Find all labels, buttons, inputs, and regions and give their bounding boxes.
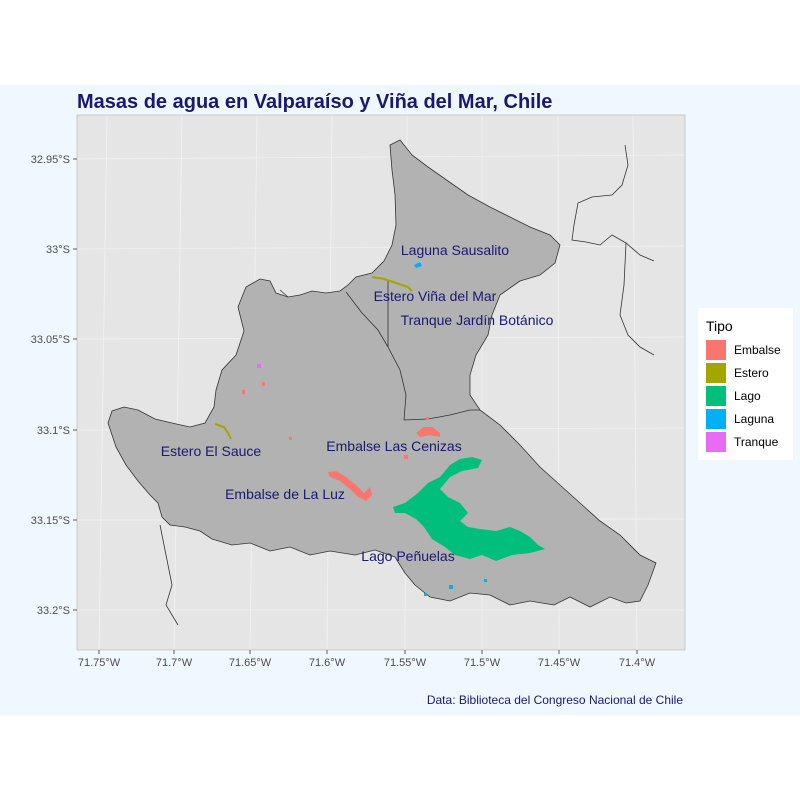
label-laguna-sausalito: Laguna Sausalito [401, 242, 509, 258]
feature-labels: Laguna Sausalito Estero Viña del Mar Tra… [161, 242, 554, 564]
label-lago-penuelas: Lago Peñuelas [361, 548, 454, 564]
x-tick-label: 71.5°W [464, 657, 501, 669]
map-figure: Masas de agua en Valparaíso y Viña del M… [0, 85, 800, 715]
axis-ticks [73, 158, 638, 654]
laguna-sausalito-shape [414, 262, 422, 268]
legend-item-laguna: Laguna [706, 409, 796, 429]
legend-key-laguna [706, 409, 726, 429]
label-tranque-jardin: Tranque Jardín Botánico [401, 312, 554, 328]
y-tick-label: 33.05°S [31, 334, 70, 346]
legend-item-lago: Lago [706, 386, 796, 406]
legend-label: Lago [734, 389, 761, 403]
legend-item-tranque: Tranque [706, 432, 796, 452]
x-tick-label: 71.6°W [309, 657, 346, 669]
data-source-caption: Data: Biblioteca del Congreso Nacional d… [426, 693, 683, 707]
y-tick-label: 33.15°S [31, 515, 70, 527]
map-panel: Laguna Sausalito Estero Viña del Mar Tra… [31, 114, 686, 669]
legend-item-estero: Estero [706, 363, 796, 383]
x-tick-label: 71.65°W [229, 657, 272, 669]
label-embalse-de-la-luz: Embalse de La Luz [225, 486, 345, 502]
legend-item-embalse: Embalse [706, 340, 796, 360]
embalse-las-cenizas-shape [416, 427, 440, 437]
x-tick-label: 71.75°W [78, 657, 121, 669]
tranque-shape [257, 364, 261, 368]
estero-el-sauce-shape [214, 423, 232, 440]
neighbouring-regions [159, 144, 655, 626]
legend-title: Tipo [706, 318, 733, 334]
label-estero-vina: Estero Viña del Mar [374, 288, 497, 304]
legend-key-embalse [706, 340, 726, 360]
y-tick-label: 33.2°S [37, 605, 70, 617]
y-tick-label: 32.95°S [31, 154, 70, 166]
lago-penuelas-shape [393, 457, 545, 561]
legend-key-tranque [706, 432, 726, 452]
y-axis-labels: 32.95°S 33°S 33.05°S 33.1°S 33.15°S 33.2… [31, 154, 70, 617]
legend-label: Estero [734, 366, 769, 380]
legend: Tipo Embalse Estero Lago Laguna Tranque [698, 308, 793, 460]
x-tick-label: 71.4°W [619, 657, 656, 669]
legend-label: Laguna [734, 412, 775, 426]
legend-label: Embalse [734, 343, 781, 357]
x-tick-label: 71.55°W [384, 657, 427, 669]
label-embalse-las-cenizas: Embalse Las Cenizas [326, 438, 461, 454]
map-title: Masas de agua en Valparaíso y Viña del M… [77, 91, 553, 113]
legend-key-estero [706, 363, 726, 383]
panel-border [76, 114, 686, 651]
y-tick-label: 33°S [46, 244, 70, 256]
legend-key-lago [706, 386, 726, 406]
x-tick-label: 71.45°W [538, 657, 581, 669]
legend-label: Tranque [734, 435, 779, 449]
x-tick-label: 71.7°W [156, 657, 193, 669]
commune-borders [345, 280, 480, 421]
y-tick-label: 33.1°S [37, 425, 70, 437]
estero-vina-shape [371, 276, 413, 292]
x-axis-labels: 71.75°W 71.7°W 71.65°W 71.6°W 71.55°W 71… [78, 657, 656, 669]
region-area [107, 139, 657, 608]
label-estero-el-sauce: Estero El Sauce [161, 443, 262, 459]
water-bodies [214, 262, 545, 596]
embalse-de-la-luz-shape [328, 471, 372, 501]
